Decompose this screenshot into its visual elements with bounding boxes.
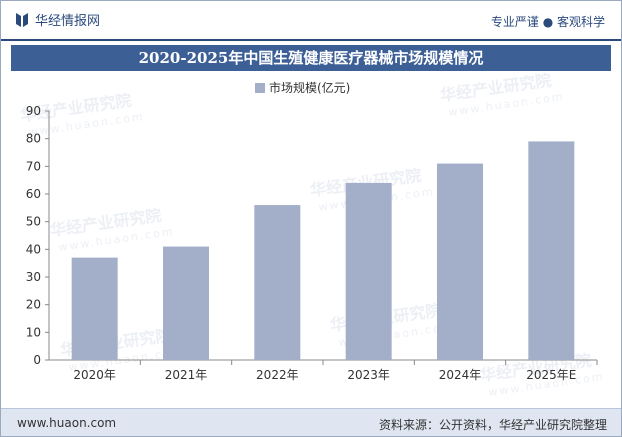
y-tick-label: 10 (26, 325, 41, 339)
y-tick-label: 60 (26, 187, 41, 201)
bar (254, 205, 301, 360)
y-tick-label: 30 (26, 270, 41, 284)
x-axis-ticks: 2020年 2021年 2022年 2023年 2024年 2025年E (73, 360, 598, 382)
bar (437, 163, 483, 360)
y-tick-label: 40 (26, 242, 41, 256)
footer-url: www.huaon.com (17, 416, 117, 430)
top-bar: 华经情报网 专业严谨 ● 客观科学 (1, 1, 621, 41)
bar-chart: 华经产业研究院www.huaon.com华经产业研究院www.huaon.com… (19, 71, 605, 399)
footer: www.huaon.com 资料来源：公开资料，华经产业研究院整理 (1, 408, 621, 436)
x-tick-label: 2021年 (165, 368, 208, 382)
y-tick-label: 20 (26, 298, 41, 312)
legend-swatch (255, 83, 265, 93)
legend: 市场规模(亿元) (255, 80, 350, 95)
y-tick-label: 70 (26, 159, 41, 173)
y-tick-label: 50 (26, 215, 41, 229)
legend-label: 市场规模(亿元) (269, 80, 350, 95)
bar (71, 257, 118, 360)
x-tick-label: 2024年 (439, 368, 482, 382)
bar (163, 246, 209, 360)
y-axis-ticks: 0 10 20 30 40 50 60 70 80 90 (26, 104, 49, 367)
slogan: 专业严谨 ● 客观科学 (490, 15, 605, 29)
x-tick-label: 2022年 (256, 368, 299, 382)
bar (528, 141, 575, 360)
y-tick-label: 90 (26, 104, 41, 118)
footer-source: 资料来源：公开资料，华经产业研究院整理 (378, 418, 607, 432)
x-tick-label: 2023年 (347, 368, 390, 382)
y-tick-label: 80 (26, 132, 41, 146)
x-tick-label: 2025年E (526, 368, 576, 382)
brand-name: 华经情报网 (35, 14, 101, 29)
x-tick-label: 2020年 (73, 368, 116, 382)
chart-title: 2020-2025年中国生殖健康医疗器械市场规模情况 (11, 45, 611, 71)
y-tick-label: 0 (33, 353, 41, 367)
brand-logo-icon (16, 12, 28, 27)
bar (345, 182, 392, 360)
brand: 华经情报网 (15, 10, 100, 29)
bars (71, 141, 575, 360)
